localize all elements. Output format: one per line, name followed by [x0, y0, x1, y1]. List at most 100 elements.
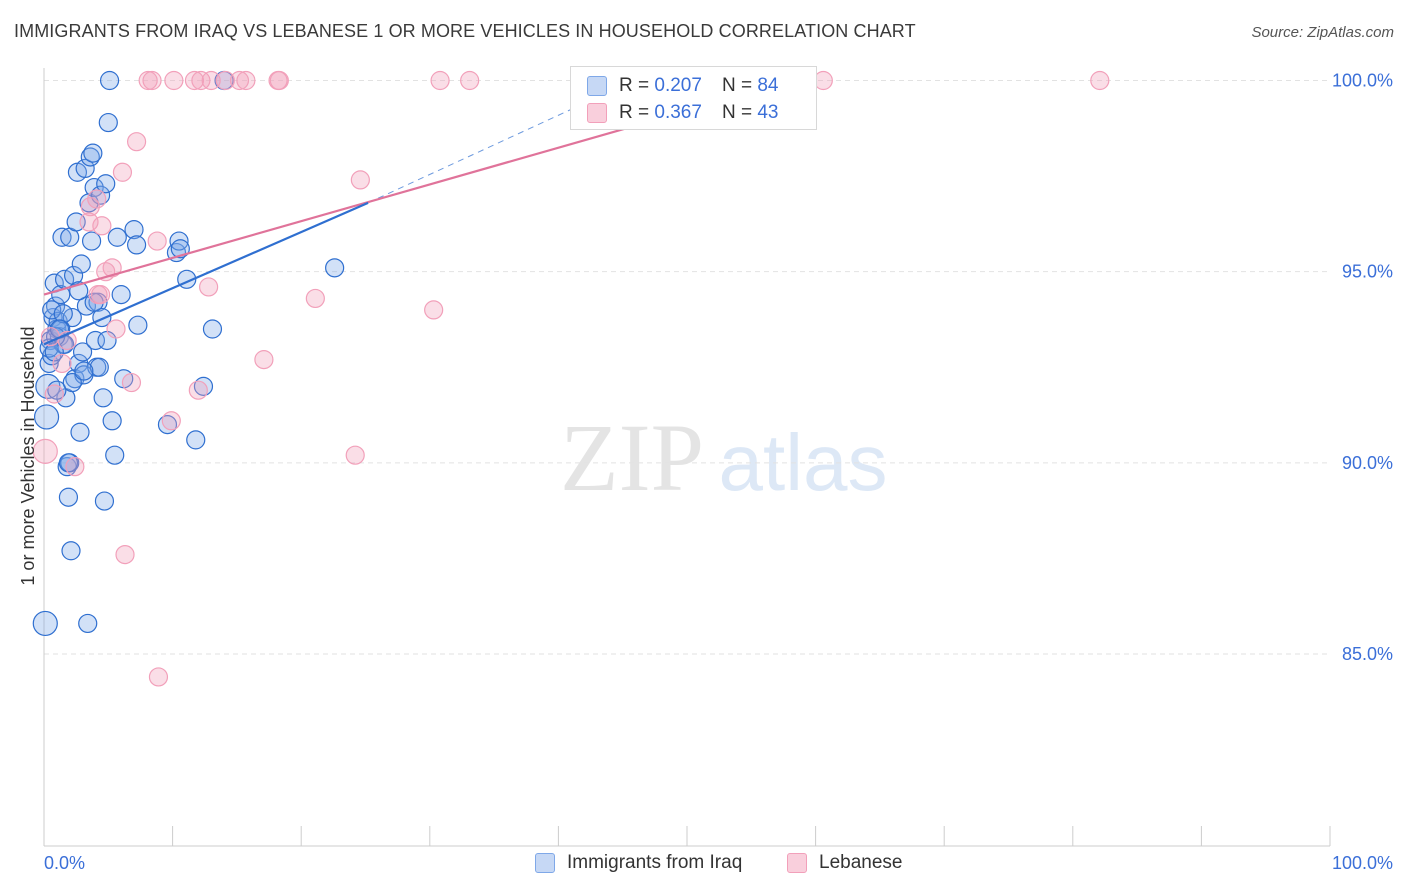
iraq-point-38 [84, 177, 104, 198]
iraq-point-42 [89, 357, 109, 377]
lebanese-point-43 [1090, 70, 1110, 91]
y-tick-label-0: 85.0% [1342, 644, 1393, 664]
lebanese-point-1 [40, 327, 61, 347]
iraq-point-6 [43, 307, 63, 328]
iraq-point-58 [128, 315, 148, 335]
y-tick-label-1: 90.0% [1342, 453, 1393, 473]
lebanese-point-32 [236, 70, 256, 91]
iraq-point-72 [42, 300, 62, 320]
iraq-point-79 [53, 304, 73, 324]
y-axis-label: 1 or more Vehicles in Household [18, 326, 38, 585]
lebanese-point-18 [126, 132, 147, 152]
lebanese-point-40 [430, 70, 450, 91]
lebanese-point-0 [32, 438, 58, 464]
iraq-point-50 [99, 70, 120, 91]
iraq-point-76 [62, 372, 82, 393]
stats-legend-row-lebanese: R = 0.367 N = 43 [587, 102, 778, 124]
lebanese-point-33 [254, 350, 274, 370]
chart-source: Source: ZipAtlas.com [1251, 24, 1394, 41]
iraq-point-47 [96, 174, 116, 194]
iraq-r-value: 0.207 [654, 75, 702, 96]
iraq-point-59 [157, 415, 178, 435]
lebanese-point-30 [215, 70, 235, 91]
lebanese-point-41 [460, 70, 480, 91]
lebanese-point-2 [44, 384, 64, 404]
lebanese-point-27 [191, 70, 211, 91]
legend-lebanese-swatch [787, 853, 807, 873]
lebanese-point-13 [102, 258, 122, 278]
lebanese-point-25 [184, 70, 205, 91]
lebanese-point-38 [350, 170, 370, 190]
iraq-point-39 [85, 330, 106, 351]
lebanese-point-24 [164, 70, 184, 91]
iraq-point-68 [325, 258, 345, 278]
lebanese-point-28 [199, 277, 219, 297]
legend-item-lebanese[interactable]: Lebanese [787, 852, 902, 874]
iraq-point-51 [102, 411, 122, 431]
iraq-point-46 [94, 491, 115, 511]
iraq-point-61 [169, 231, 189, 251]
lebanese-point-3 [52, 353, 72, 374]
lebanese-point-36 [305, 288, 325, 309]
stats-legend-row-iraq: R = 0.207 N = 84 [587, 75, 778, 97]
y-tick-label-3: 100.0% [1332, 71, 1393, 91]
watermark-zip: ZIP [560, 404, 704, 511]
iraq-point-54 [111, 285, 131, 305]
legend-lebanese-label: Lebanese [819, 852, 903, 873]
grid-lines [44, 80, 1330, 655]
x-tick-label-max: 100.0% [1332, 853, 1393, 873]
iraq-point-57 [126, 235, 147, 255]
iraq-point-31 [75, 158, 95, 179]
iraq-point-0 [33, 404, 60, 430]
iraq-point-66 [202, 319, 223, 339]
lebanese-point-15 [112, 162, 133, 182]
lebanese-point-14 [106, 319, 126, 339]
lebanese-point-17 [121, 372, 142, 393]
iraq-swatch [587, 76, 607, 96]
iraq-point-65 [193, 376, 214, 396]
x-tick-label-min: 0.0% [44, 853, 85, 873]
lebanese-point-5 [65, 457, 85, 477]
lebanese-point-7 [80, 197, 100, 217]
lebanese-r-value: 0.367 [654, 102, 702, 123]
iraq-trend-extension [367, 102, 585, 204]
lebanese-point-42 [813, 70, 833, 91]
iraq-point-28 [71, 254, 91, 274]
iraq-point-62 [170, 239, 190, 259]
lebanese-point-39 [424, 300, 444, 320]
iraq-point-8 [45, 296, 66, 316]
series-legend: Immigrants from Iraq Lebanese [0, 852, 1406, 880]
lebanese-point-31 [229, 70, 250, 91]
iraq-n-value: 84 [757, 75, 779, 96]
lebanese-point-6 [79, 212, 99, 232]
axes [43, 68, 1331, 847]
lebanese-n-label: N = [721, 102, 753, 123]
chart-title: IMMIGRANTS FROM IRAQ VS LEBANESE 1 OR MO… [14, 21, 916, 41]
legend-iraq-label: Immigrants from Iraq [567, 852, 743, 873]
iraq-point-13 [52, 227, 72, 247]
lebanese-point-37 [345, 445, 365, 465]
tick-labels: 85.0% 90.0% 95.0% 100.0% 0.0% 100.0% [44, 71, 1393, 874]
lebanese-point-23 [161, 411, 181, 431]
lebanese-point-35 [269, 70, 289, 91]
lebanese-point-10 [90, 285, 111, 305]
lebanese-point-26 [188, 380, 208, 400]
iraq-point-77 [74, 361, 94, 381]
iraq-point-45 [93, 388, 113, 408]
lebanese-n-value: 43 [757, 102, 779, 123]
lebanese-point-22 [148, 667, 169, 687]
lebanese-point-8 [87, 189, 107, 209]
iraq-point-36 [81, 231, 102, 251]
legend-iraq-swatch [535, 853, 555, 873]
iraq-point-29 [72, 342, 93, 362]
lebanese-swatch [587, 103, 607, 123]
legend-item-iraq[interactable]: Immigrants from Iraq [535, 852, 742, 874]
lebanese-point-20 [142, 70, 162, 91]
watermark: ZIP atlas [560, 404, 887, 511]
iraq-point-81 [44, 342, 64, 362]
lebanese-point-29 [201, 70, 221, 91]
iraq-point-27 [70, 422, 90, 442]
iraq-point-64 [186, 430, 206, 450]
iraq-trend-line [43, 201, 369, 346]
